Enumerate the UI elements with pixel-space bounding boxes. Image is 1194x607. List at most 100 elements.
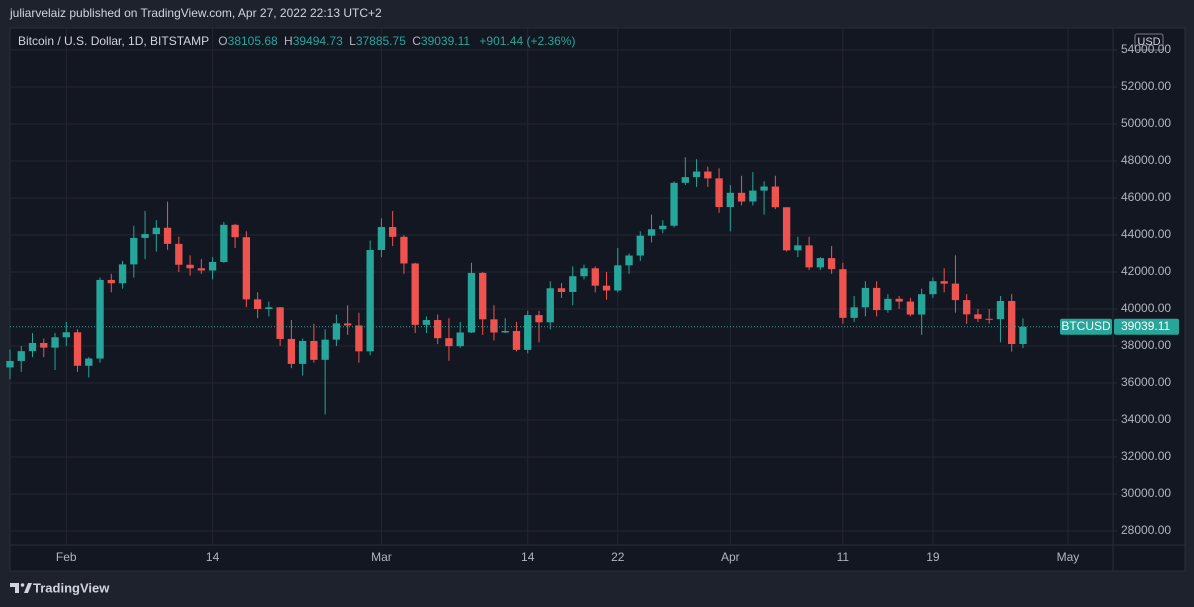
candle-body [704,171,712,179]
candle-body [62,332,70,338]
candle-body [940,281,948,284]
y-tick-label: 54000.00 [1121,42,1171,56]
ohlc-value: 39039.11 [421,34,470,48]
candle-body [524,315,532,350]
candle-body [445,338,453,347]
y-tick-label: 44000.00 [1121,227,1171,241]
candle-body [580,268,588,277]
candle-body [242,237,251,300]
y-tick-label: 36000.00 [1121,375,1171,389]
ohlc-value: 39494.73 [293,34,343,48]
candle-body [737,192,746,202]
candle-body [400,236,408,264]
candle-body [805,245,813,268]
candle-body [456,332,464,347]
candle-body [726,192,734,208]
x-tick-label: 19 [926,550,940,564]
y-tick-label: 40000.00 [1121,301,1171,315]
published-note: juliarvelaiz published on TradingView.co… [9,6,382,20]
x-tick-label: Feb [56,550,77,564]
y-tick-label: 42000.00 [1121,264,1171,278]
candle-body [389,227,397,237]
candle-body [411,263,419,325]
candle-body [850,307,858,318]
candle-body [332,323,341,340]
ohlc-letter: H [284,34,293,48]
logo-icon [20,583,25,587]
candle-body [298,340,307,364]
candle-body [985,318,993,320]
x-tick-label: 14 [206,550,220,564]
candle-body [918,294,926,315]
candle-body [501,330,509,333]
candle-body [951,283,960,301]
candle-body [265,307,273,309]
candle-body [546,288,554,323]
ohlc-letter: L [349,34,356,48]
candle-body [839,269,847,318]
chart-pane [9,27,1186,572]
candle-body [220,224,228,262]
y-tick-label: 52000.00 [1121,79,1171,93]
candle-body [794,245,802,251]
candle-body [659,225,667,230]
candle-body [771,186,780,208]
last-price-badge [1114,318,1179,335]
candle-body [310,340,318,360]
currency-label: USD [1137,36,1160,48]
y-tick-label: 46000.00 [1121,190,1171,204]
candle-body [163,227,172,244]
x-tick-label: 22 [611,550,625,564]
candle-body [343,323,352,326]
currency-badge[interactable] [1134,33,1164,51]
candle-body [569,276,577,292]
candle-body [28,343,37,352]
candle-body [929,281,937,295]
candle-body [614,265,622,291]
candle-body [73,332,82,366]
candle-body [681,177,689,183]
y-tick-label: 30000.00 [1121,486,1171,500]
candle-body [535,315,543,323]
candle-body [1019,326,1027,345]
candle-body [51,337,59,348]
candle-body [827,258,836,270]
candle-body [186,264,194,269]
candle-body [884,298,892,311]
candle-body [636,235,644,256]
candle-body [479,272,487,320]
candle-body [816,258,825,268]
y-tick-label: 34000.00 [1121,412,1171,426]
x-tick-label: Mar [371,550,392,564]
y-tick-label: 32000.00 [1121,449,1171,463]
candle-body [253,299,262,309]
candle-body [557,288,566,292]
candle-body [467,272,476,333]
candle-body [96,279,104,359]
x-tick-label: Apr [721,550,740,564]
candle-body [963,300,971,315]
symbol-title: Bitcoin / U.S. Dollar, 1D, BITSTAMP [18,34,209,48]
candle-body [6,360,14,368]
candle-body [1008,301,1016,345]
candle-body [434,320,442,339]
candle-body [107,279,115,284]
candle-body [141,234,149,238]
legend: Bitcoin / U.S. Dollar, 1D, BITSTAMP O381… [18,34,575,48]
candle-body [321,339,329,360]
last-price-label: 39039.11 [1121,319,1170,333]
candle-body [760,186,768,191]
candle-body [625,255,633,266]
candle-body [276,307,284,339]
candle-body [490,319,498,333]
candle-body [974,314,982,319]
candle-body [197,268,205,271]
plot [6,28,1113,545]
x-tick-label: May [1057,550,1080,564]
candle-body [895,298,903,302]
logo-icon [10,583,19,593]
logo: TradingView [10,580,110,595]
symbol-badge [1060,318,1112,335]
x-tick-label: 11 [837,550,850,564]
